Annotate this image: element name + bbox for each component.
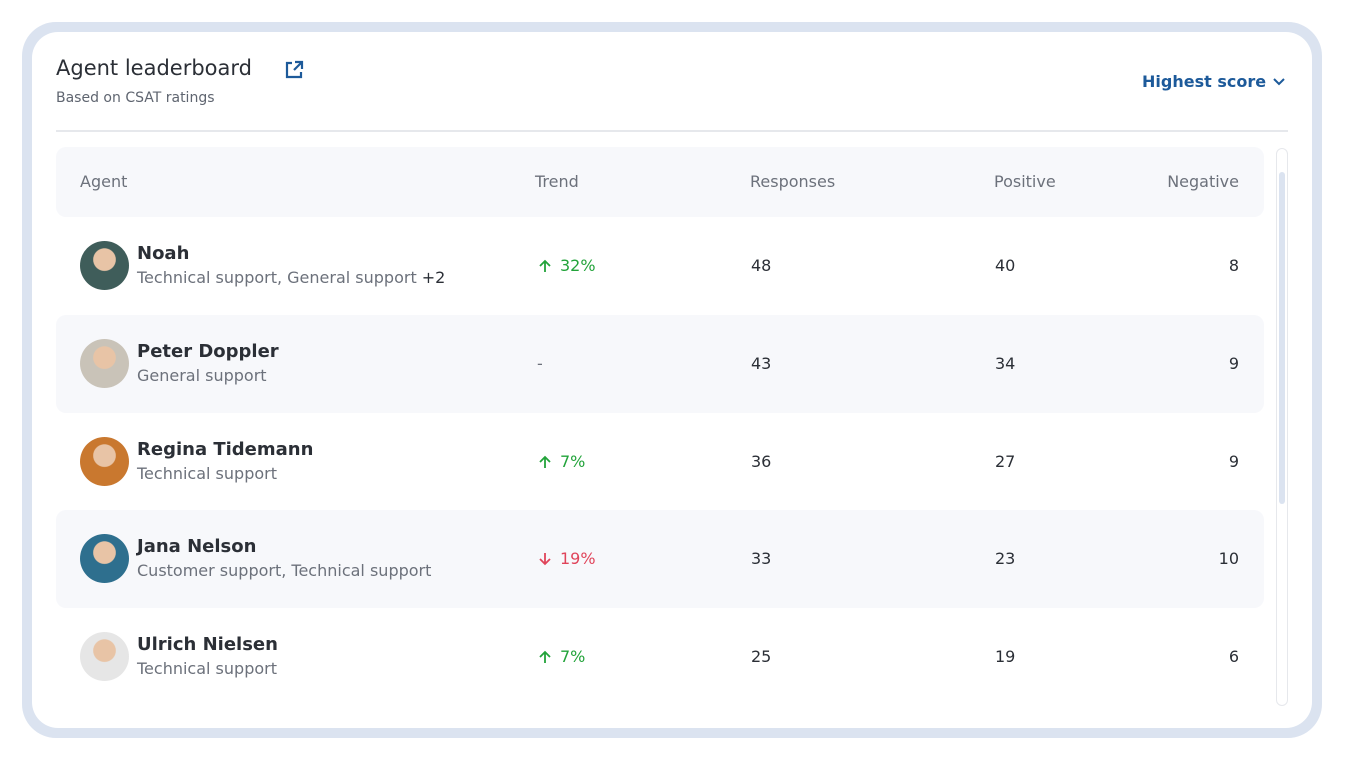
row-band — [56, 314, 1264, 413]
negative: 9 — [1228, 451, 1239, 471]
divider — [56, 130, 1288, 132]
agent-teams: Technical support, General support +2 — [137, 268, 446, 287]
avatar — [80, 338, 129, 388]
avatar — [80, 241, 129, 290]
agent-teams: Technical support — [137, 463, 277, 483]
column-header: Negative — [1167, 172, 1239, 191]
header-row — [56, 147, 1264, 217]
trend: 7% — [560, 451, 586, 471]
trend: 19% — [560, 549, 596, 569]
responses: 43 — [751, 353, 772, 373]
title: Agent leaderboard — [56, 56, 252, 80]
column-header: Positive — [994, 172, 1056, 191]
column-header: Responses — [750, 172, 836, 191]
avatar — [80, 436, 129, 486]
agent-teams: General support — [137, 365, 267, 385]
agent-name: Peter Doppler — [137, 340, 279, 362]
trend-arrow — [539, 553, 551, 566]
avatar — [80, 632, 129, 681]
scrollbar-thumb[interactable] — [1279, 172, 1285, 504]
column-header: Trend — [535, 172, 579, 191]
trend-arrow — [539, 259, 551, 272]
trend: 7% — [560, 647, 586, 666]
responses: 36 — [751, 451, 772, 471]
responses: 25 — [751, 647, 772, 666]
sort-dropdown[interactable]: Highest score — [1142, 72, 1267, 91]
column-header: Agent — [80, 172, 128, 191]
trend: 32% — [560, 256, 596, 275]
subtitle: Based on CSAT ratings — [56, 90, 215, 106]
more-teams[interactable]: +2 — [421, 268, 446, 287]
positive: 23 — [995, 549, 1016, 569]
positive: 19 — [995, 647, 1016, 666]
agent-name: Ulrich Nielsen — [137, 634, 278, 655]
positive: 27 — [995, 451, 1016, 471]
trend: - — [537, 353, 543, 373]
chevron[interactable] — [1272, 75, 1286, 89]
positive: 40 — [995, 256, 1016, 275]
scrollbar[interactable] — [1276, 148, 1288, 706]
agent-name: Noah — [137, 243, 190, 264]
negative: 8 — [1228, 256, 1239, 275]
trend-arrow — [539, 455, 551, 468]
row-band — [56, 510, 1264, 609]
avatar — [80, 534, 129, 584]
agent-teams: Customer support, Technical support — [137, 561, 432, 581]
negative: 10 — [1218, 549, 1239, 569]
trend-arrow — [539, 650, 551, 663]
responses: 33 — [751, 549, 772, 569]
responses: 48 — [751, 256, 772, 275]
positive: 34 — [995, 353, 1016, 373]
negative: 9 — [1228, 353, 1239, 373]
external-link[interactable] — [284, 60, 304, 80]
negative: 6 — [1228, 647, 1239, 666]
agent-teams: Technical support — [137, 659, 277, 678]
agent-name: Regina Tidemann — [137, 438, 314, 460]
agent-name: Jana Nelson — [137, 536, 257, 558]
